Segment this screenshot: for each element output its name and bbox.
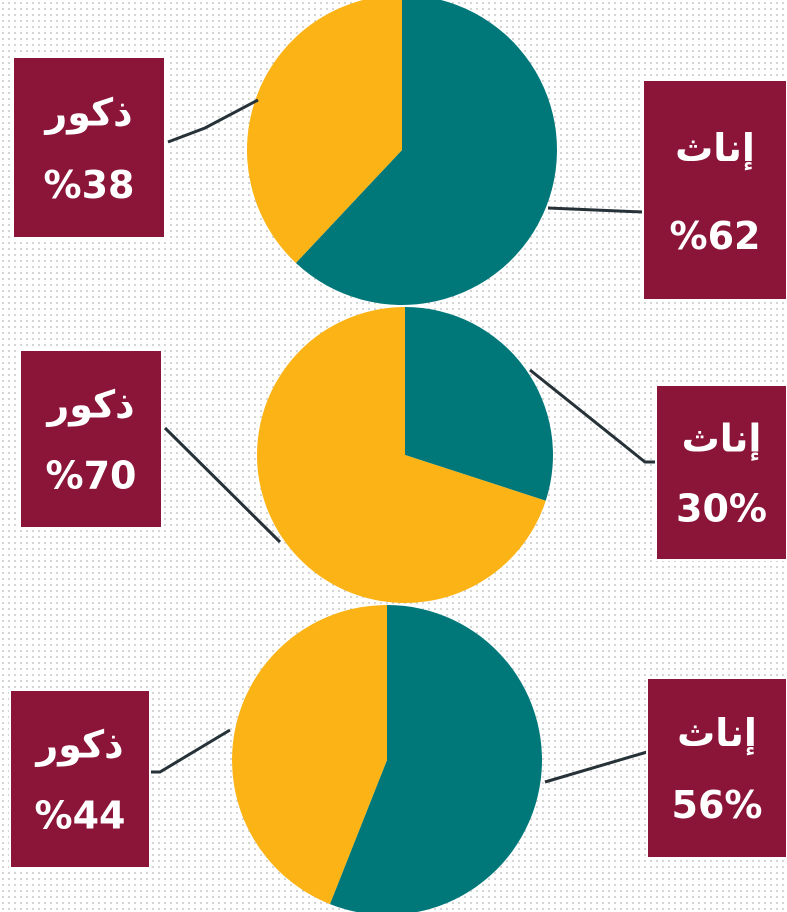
- pie-slice: [329, 605, 542, 912]
- value-label: %38: [44, 163, 135, 207]
- category-label: إناث: [677, 711, 757, 756]
- leader-line: [163, 426, 282, 544]
- category-label: إناث: [675, 126, 755, 171]
- pie-slice: [247, 0, 402, 263]
- category-label: ذكور: [43, 90, 132, 134]
- pie-slice: [232, 605, 387, 905]
- category-label: ذكور: [34, 722, 123, 766]
- pie-slice: [405, 307, 553, 501]
- leader-line: [529, 368, 656, 464]
- value-label: 56%: [672, 783, 763, 827]
- value-label: %62: [670, 214, 761, 258]
- value-label: %70: [46, 454, 137, 498]
- label-box: [12, 56, 166, 239]
- label-box: [655, 384, 787, 561]
- leader-line: [150, 728, 231, 774]
- pie-slice: [295, 0, 557, 305]
- category-label: إناث: [682, 417, 762, 462]
- pie-slice: [257, 307, 546, 603]
- leader-line: [544, 750, 648, 784]
- label-box: [642, 79, 787, 301]
- value-label: %44: [35, 794, 126, 838]
- label-box: [646, 677, 787, 859]
- leader-line: [167, 98, 259, 144]
- leader-line: [547, 206, 644, 214]
- value-label: 30%: [676, 487, 767, 531]
- label-box: [19, 349, 163, 529]
- label-box: [9, 689, 151, 869]
- category-label: ذكور: [45, 382, 134, 426]
